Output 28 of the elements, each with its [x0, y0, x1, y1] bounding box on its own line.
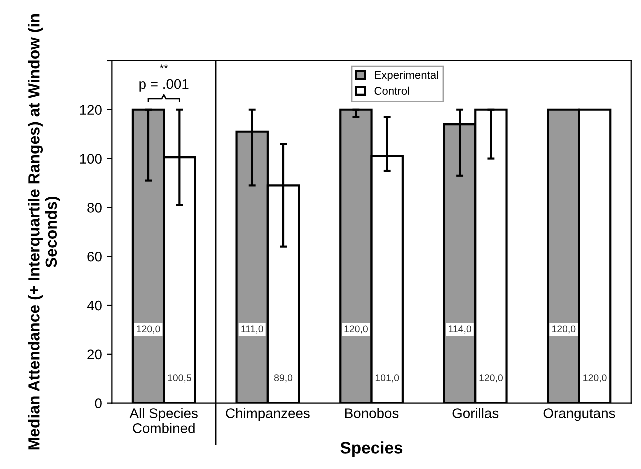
- y-tick-label: 100: [80, 154, 102, 164]
- data-label: 101,0: [376, 374, 400, 383]
- y-tick-label: 40: [87, 300, 102, 311]
- x-tick-label: Gorillas: [452, 408, 499, 418]
- y-tick-label: 20: [88, 350, 102, 360]
- y-tick-label: 60: [88, 252, 102, 262]
- legend-label: Control: [374, 86, 410, 96]
- y-tick-label: 120: [80, 105, 102, 116]
- x-tick-label: Chimpanzees: [226, 408, 310, 422]
- data-label: 120,0: [552, 326, 576, 334]
- y-tick-label: 0: [95, 398, 102, 409]
- x-tick-label: All Species Combined: [130, 408, 198, 434]
- x-tick-label: Orangutans: [544, 408, 616, 422]
- y-axis-title: Median Attendance (+ Interquartile Ranges) at Window (in Seconds): [28, 14, 60, 450]
- y-tick-label: 80: [88, 203, 102, 213]
- x-tick-label: Bonobos: [346, 408, 399, 418]
- legend-label: Experimental: [375, 70, 438, 82]
- data-label: 89,0: [274, 374, 293, 383]
- data-label: 120,0: [584, 374, 607, 383]
- data-label: 120,0: [344, 326, 368, 334]
- annotation: p = .001: [140, 79, 189, 92]
- data-label: 114,0: [448, 326, 472, 334]
- annotation: **: [160, 64, 168, 69]
- data-label: 120,0: [137, 326, 160, 334]
- data-label: 100,5: [168, 374, 192, 383]
- data-label: 111,0: [242, 326, 264, 334]
- data-label: 120,0: [480, 374, 503, 383]
- x-axis-title: Species: [340, 442, 403, 458]
